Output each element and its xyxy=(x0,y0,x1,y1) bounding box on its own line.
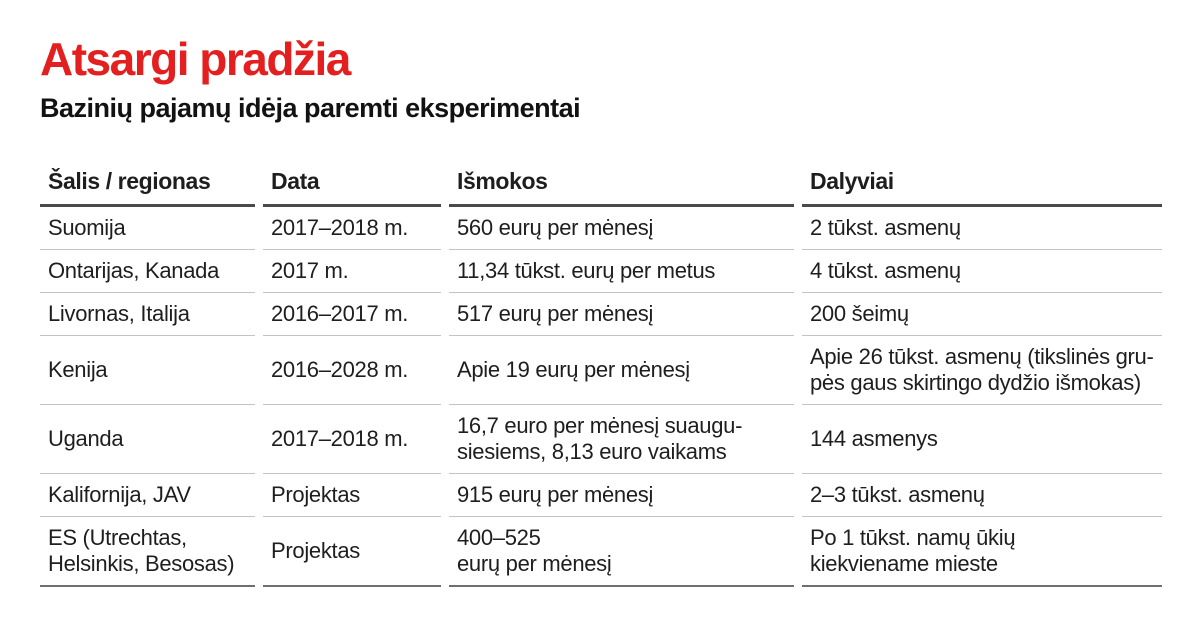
table-row: Uganda 2017–2018 m. 16,7 euro per mėnesį… xyxy=(40,405,1162,475)
table-row: Suomija 2017–2018 m. 560 eurų per mėnesį… xyxy=(40,207,1162,251)
cell-period: 2017–2018 m. xyxy=(263,405,441,475)
page-title: Atsargi pradžia xyxy=(40,33,351,85)
cell-period: 2017–2018 m. xyxy=(263,207,441,251)
cell-region: Suomija xyxy=(40,207,255,251)
cell-region: ES (Utrechtas, Helsinkis, Besosas) xyxy=(40,517,255,588)
table-row: Kenija 2016–2028 m. Apie 19 eurų per mėn… xyxy=(40,336,1162,406)
page-subtitle: Bazinių pajamų idėja paremti eksperiment… xyxy=(40,93,581,123)
cell-period: Projektas xyxy=(263,517,441,588)
cell-payout: 400–525 eurų per mėnesį xyxy=(449,517,794,588)
column-header-payout: Išmokos xyxy=(449,164,794,208)
table-row: Ontarijas, Kanada 2017 m. 11,34 tūkst. e… xyxy=(40,250,1162,294)
cell-region: Kenija xyxy=(40,336,255,406)
cell-participants: Po 1 tūkst. namų ūkių kiekviename mieste xyxy=(802,517,1162,588)
cell-region: Livornas, Italija xyxy=(40,293,255,337)
cell-period: 2016–2017 m. xyxy=(263,293,441,337)
cell-region: Uganda xyxy=(40,405,255,475)
experiments-table: Šalis / regionas Data Išmokos Dalyviai S… xyxy=(32,164,1170,588)
table-row: ES (Utrechtas, Helsinkis, Besosas) Proje… xyxy=(40,517,1162,588)
cell-participants: 2 tūkst. asmenų xyxy=(802,207,1162,251)
cell-payout: Apie 19 eurų per mėnesį xyxy=(449,336,794,406)
table-header-row: Šalis / regionas Data Išmokos Dalyviai xyxy=(40,164,1162,208)
column-header-period: Data xyxy=(263,164,441,208)
table-row: Livornas, Italija 2016–2017 m. 517 eurų … xyxy=(40,293,1162,337)
cell-participants: 144 asmenys xyxy=(802,405,1162,475)
cell-participants: Apie 26 tūkst. asmenų (tikslinės gru- pė… xyxy=(802,336,1162,406)
cell-region: Kalifornija, JAV xyxy=(40,474,255,518)
cell-payout: 915 eurų per mėnesį xyxy=(449,474,794,518)
cell-payout: 16,7 euro per mėnesį suaugu- siesiems, 8… xyxy=(449,405,794,475)
cell-participants: 200 šeimų xyxy=(802,293,1162,337)
cell-period: 2016–2028 m. xyxy=(263,336,441,406)
cell-payout: 560 eurų per mėnesį xyxy=(449,207,794,251)
cell-participants: 4 tūkst. asmenų xyxy=(802,250,1162,294)
cell-region: Ontarijas, Kanada xyxy=(40,250,255,294)
table-row: Kalifornija, JAV Projektas 915 eurų per … xyxy=(40,474,1162,518)
cell-participants: 2–3 tūkst. asmenų xyxy=(802,474,1162,518)
infographic-page: Atsargi pradžia Bazinių pajamų idėja par… xyxy=(32,33,1170,588)
cell-payout: 517 eurų per mėnesį xyxy=(449,293,794,337)
cell-period: 2017 m. xyxy=(263,250,441,294)
cell-payout: 11,34 tūkst. eurų per metus xyxy=(449,250,794,294)
column-header-participants: Dalyviai xyxy=(802,164,1162,208)
cell-period: Projektas xyxy=(263,474,441,518)
column-header-region: Šalis / regionas xyxy=(40,164,255,208)
